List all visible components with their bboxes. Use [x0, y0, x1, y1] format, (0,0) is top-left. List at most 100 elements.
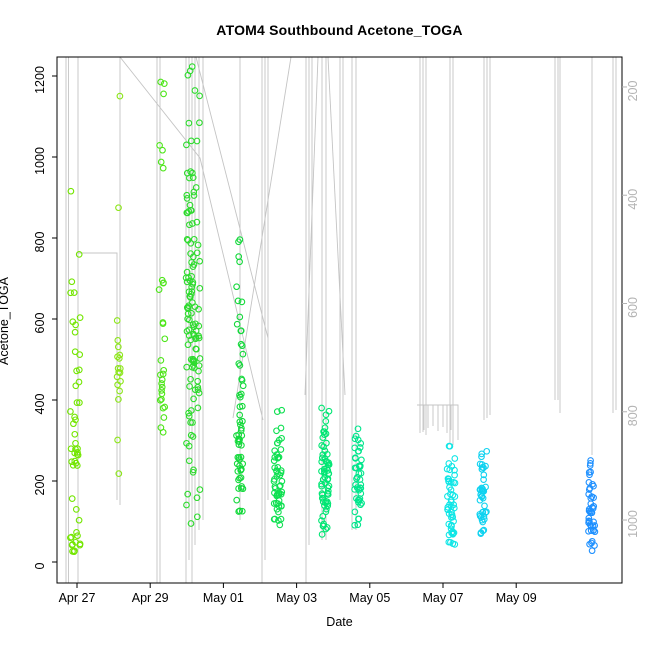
data-point [184, 209, 191, 217]
data-point [190, 192, 198, 199]
y-right-tick-label: 600 [626, 297, 640, 318]
data-point [73, 367, 80, 375]
x-tick-label: May 09 [496, 591, 537, 605]
x-tick-label: May 01 [203, 591, 244, 605]
data-point [234, 297, 242, 305]
data-point [585, 479, 593, 486]
data-point [480, 513, 488, 520]
axis-tick-labels: Apr 27 Apr 29 May 01 May 03 May 05 May 07 May … [33, 66, 640, 605]
series-apr-29-profile [155, 78, 169, 436]
data-point [236, 313, 244, 321]
data-point [270, 457, 278, 465]
data-point [68, 533, 75, 541]
data-point [187, 336, 195, 344]
data-point [183, 439, 190, 447]
data-point [71, 348, 79, 356]
data-point [158, 395, 165, 403]
data-point [159, 404, 167, 412]
data-point [160, 80, 168, 87]
data-point [239, 382, 247, 390]
data-point [161, 335, 169, 343]
data-point [444, 503, 452, 511]
y-left-tick-label: 1000 [33, 147, 47, 175]
y-left-tick-label: 800 [33, 232, 47, 253]
data-point [356, 463, 364, 471]
data-point [72, 459, 80, 467]
data-point [236, 393, 244, 401]
series-may-01-profile [233, 236, 247, 515]
data-point [72, 538, 79, 546]
data-point [233, 283, 240, 291]
data-point [355, 447, 362, 455]
data-point [273, 408, 281, 415]
data-point [187, 431, 195, 439]
chart-title: ATOM4 Southbound Acetone_TOGA [216, 22, 463, 38]
y-left-tick-label: 1200 [33, 66, 47, 94]
data-point [76, 399, 83, 406]
data-point [113, 317, 121, 324]
data-point [324, 487, 332, 495]
data-point [234, 454, 242, 461]
x-tick-label: May 05 [349, 591, 390, 605]
data-point [237, 390, 245, 398]
data-point [235, 508, 243, 515]
data-point [115, 470, 123, 477]
series-may-10-profile [585, 457, 599, 555]
data-point [67, 445, 75, 453]
data-point [273, 467, 280, 474]
data-point [191, 386, 199, 394]
data-point [190, 358, 198, 366]
data-point [158, 383, 166, 391]
data-point [195, 389, 203, 397]
data-point [275, 491, 283, 498]
data-point [449, 513, 457, 521]
x-tick-label: Apr 29 [132, 591, 169, 605]
data-point [74, 451, 82, 459]
data-point [189, 174, 197, 181]
series-may-02-profile [270, 406, 286, 529]
data-point [196, 284, 204, 292]
data-point [75, 516, 83, 524]
data-point [236, 411, 244, 419]
data-point [321, 469, 328, 477]
data-point [448, 522, 455, 530]
data-point [72, 416, 79, 424]
data-point [320, 428, 327, 435]
data-point [68, 458, 76, 466]
data-point [189, 280, 197, 288]
data-point [74, 532, 81, 540]
data-point [156, 142, 163, 149]
data-point [351, 521, 359, 529]
data-point [158, 276, 166, 284]
data-point [114, 353, 121, 361]
data-point [321, 431, 328, 438]
flight-track-lines [65, 56, 617, 583]
data-point [585, 514, 593, 522]
data-point [183, 195, 191, 202]
data-point [115, 204, 122, 212]
data-point [158, 387, 165, 394]
data-point [237, 327, 245, 335]
data-point [238, 342, 246, 350]
data-point [185, 332, 193, 339]
scatter-points [67, 63, 599, 556]
data-point [67, 408, 74, 415]
data-point [447, 486, 455, 494]
data-point [183, 141, 190, 149]
data-point [190, 235, 198, 243]
data-point [275, 502, 283, 510]
series-may-07-profile [476, 447, 491, 537]
data-point [238, 376, 246, 384]
data-point [196, 92, 203, 100]
data-point [115, 368, 123, 376]
data-point [591, 528, 599, 536]
data-point [355, 496, 363, 504]
data-point [185, 457, 193, 465]
data-point [236, 362, 244, 369]
data-point [445, 538, 453, 546]
data-point [183, 236, 191, 243]
data-point [237, 427, 245, 434]
data-point [193, 494, 201, 502]
data-point [157, 357, 165, 364]
data-point [155, 286, 163, 293]
